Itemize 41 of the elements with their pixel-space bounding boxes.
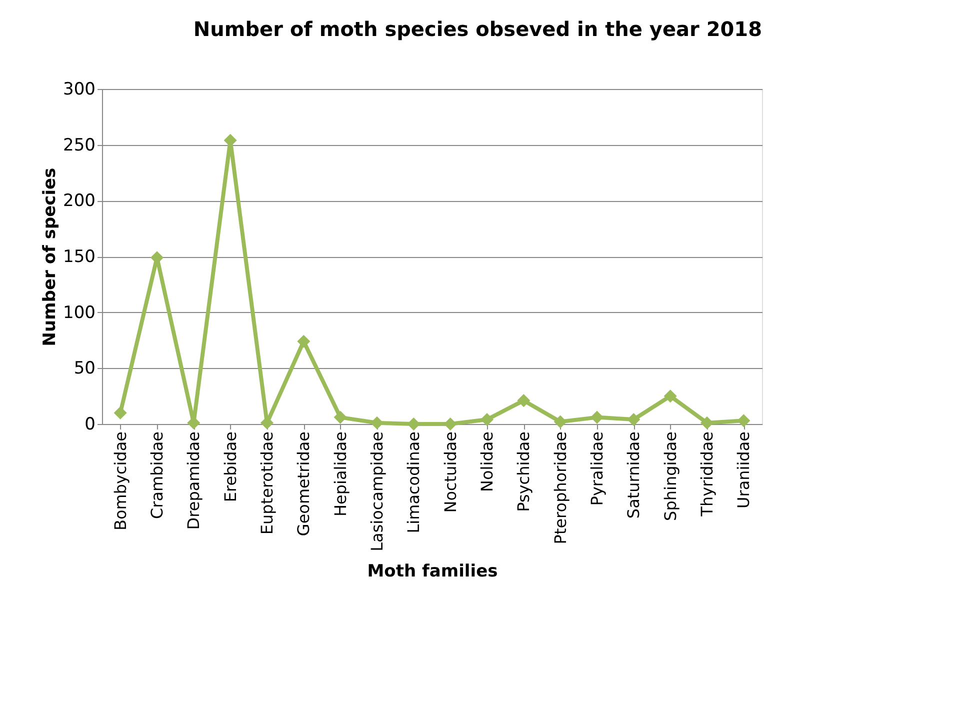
x-tick-label: Bombycidae (110, 432, 130, 531)
x-tick-label: Geometridae (294, 432, 314, 536)
x-tick-label: Sphingidae (660, 432, 680, 521)
y-tick-label: 100 (63, 302, 96, 323)
point (700, 416, 714, 430)
x-tick-label: Limacodinae (404, 432, 424, 534)
y-tick-label: 200 (63, 191, 96, 212)
point (590, 410, 604, 424)
y-tick-label: 0 (84, 414, 96, 434)
point (334, 410, 347, 424)
x-tick-label: Drepamidae (184, 432, 204, 530)
point (664, 390, 677, 403)
point (444, 417, 457, 431)
y-axis-title: Number of species (40, 168, 60, 346)
x-tick-label: Hepialidae (330, 432, 350, 516)
y-tick-label: 250 (63, 135, 96, 156)
y-tick-label: 50 (74, 358, 96, 379)
point (407, 417, 420, 431)
point (297, 334, 310, 348)
point (517, 394, 530, 408)
x-tick-label: Psychidae (514, 432, 534, 512)
x-tick-label: Crambidae (148, 432, 166, 520)
x-tick-label: Nolidae (478, 432, 496, 492)
x-tick-label: Thyrididae (698, 432, 716, 518)
chart-title: Number of moth species obseved in the year 2018 (193, 17, 762, 41)
x-axis-title: Moth families (367, 561, 498, 582)
point (627, 413, 640, 426)
point (554, 415, 567, 428)
x-tick-label: Pterophoridae (550, 432, 570, 544)
x-tick-label: Pyralidae (588, 432, 606, 506)
y-tick-label: 300 (63, 80, 96, 100)
point (480, 413, 494, 426)
x-tick-label: Lasiocampidae (368, 432, 386, 552)
y-tick-label: 150 (63, 247, 96, 267)
point (737, 414, 750, 428)
x-tick-label: Uraniidae (734, 432, 754, 508)
x-tick-label: Saturnidae (624, 432, 644, 519)
point (114, 406, 127, 420)
x-tick-label: Eupterotidae (258, 432, 276, 535)
x-tick-label: Noctuidae (440, 432, 460, 513)
x-tick-label: Erebidae (220, 432, 240, 502)
